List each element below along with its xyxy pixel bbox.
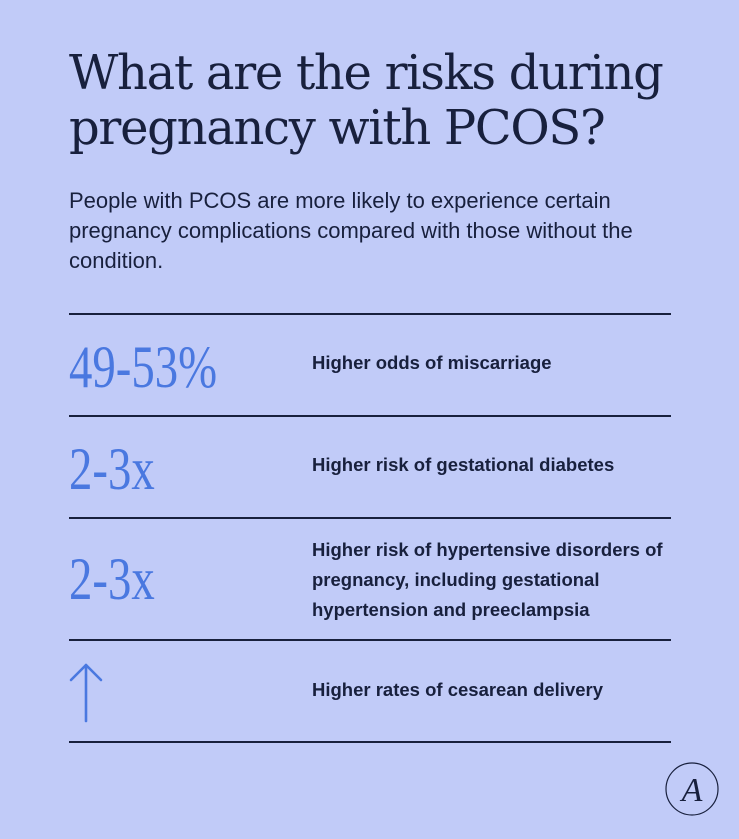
brand-logo-icon: A <box>665 762 719 816</box>
stat-row-gestational-diabetes: 2-3x Higher risk of gestational diabetes <box>69 417 671 517</box>
stat-row-cesarean: Higher rates of cesarean delivery <box>69 641 671 741</box>
stat-description: Higher risk of hypertensive disorders of… <box>312 539 663 620</box>
divider <box>69 415 671 417</box>
stat-row-hypertensive-disorders: 2-3x Higher risk of hypertensive disorde… <box>69 519 671 639</box>
logo-letter: A <box>680 772 703 809</box>
divider <box>69 639 671 641</box>
stat-value: 2-3x <box>69 546 155 612</box>
arrow-up-icon <box>69 661 105 730</box>
stat-value: 2-3x <box>69 436 155 502</box>
divider <box>69 313 671 315</box>
divider <box>69 517 671 519</box>
stat-description: Higher rates of cesarean delivery <box>312 679 604 700</box>
stat-value: 49-53% <box>69 334 218 400</box>
page-subtitle: People with PCOS are more likely to expe… <box>69 188 633 273</box>
stat-row-miscarriage: 49-53% Higher odds of miscarriage <box>69 315 671 415</box>
stat-description: Higher risk of gestational diabetes <box>312 454 615 475</box>
stat-description: Higher odds of miscarriage <box>312 352 552 373</box>
page-title: What are the risks during pregnancy with… <box>69 45 664 156</box>
divider <box>69 741 671 743</box>
